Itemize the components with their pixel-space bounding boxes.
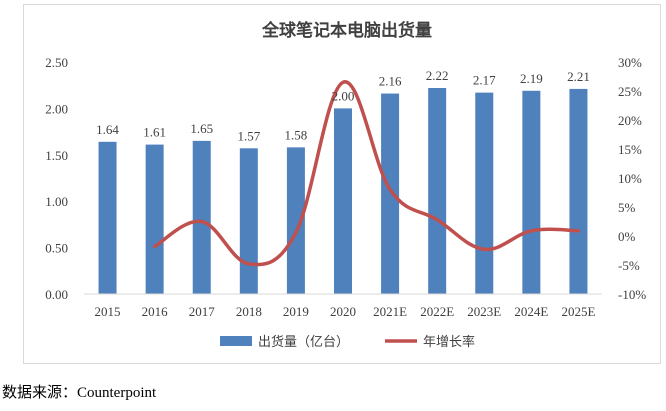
x-tick-label: 2018 — [236, 304, 262, 319]
y-right-tick-label: 10% — [618, 171, 642, 186]
bar-data-label: 2.00 — [332, 88, 355, 103]
y-right-tick-label: 0% — [618, 229, 636, 244]
y-right-tick-label: 25% — [618, 84, 642, 99]
legend-bar-swatch — [220, 336, 252, 346]
chart-frame: 全球笔记本电脑出货量 0.00 0.50 1.00 1.50 2.00 2.50 -10% -5… — [23, 4, 661, 364]
x-tick-label: 2016 — [142, 304, 169, 319]
y-right-tick-label: 5% — [618, 200, 636, 215]
bar-data-label: 2.19 — [520, 71, 543, 86]
chart-title: 全球笔记本电脑出货量 — [261, 20, 432, 40]
x-tick-label: 2021E — [373, 304, 407, 319]
y-left-tick-label: 1.00 — [45, 194, 68, 209]
chart: 全球笔记本电脑出货量 0.00 0.50 1.00 1.50 2.00 2.50 -10% -5… — [45, 20, 646, 349]
x-tick-label: 2020 — [330, 304, 356, 319]
bar — [334, 108, 352, 295]
bar-data-label: 2.17 — [473, 73, 496, 88]
bar-data-label: 2.16 — [379, 74, 402, 89]
x-tick-label: 2015 — [95, 304, 121, 319]
bar-data-label: 1.58 — [285, 127, 308, 142]
growth-rate-line — [152, 80, 581, 267]
bar-data-label: 2.22 — [426, 68, 449, 83]
x-tick-label: 2022E — [420, 304, 454, 319]
bar — [286, 147, 305, 294]
y-left-tick-label: 2.50 — [45, 55, 68, 70]
y-right-tick-label: 20% — [618, 113, 642, 128]
bar — [428, 87, 447, 294]
bar — [98, 141, 117, 294]
bar-data-label: 1.65 — [190, 121, 213, 136]
x-tick-label: 2024E — [514, 304, 548, 319]
y-left-tick-label: 2.00 — [45, 101, 68, 116]
y-left-tick-label: 0.00 — [45, 287, 68, 302]
x-tick-label: 2023E — [467, 304, 501, 319]
bar — [569, 88, 588, 294]
source-note: 数据来源：Counterpoint — [2, 385, 157, 401]
y-right-tick-label: -10% — [618, 287, 646, 302]
y-right-tick-label: -5% — [618, 258, 640, 273]
bar — [381, 93, 400, 294]
bar — [475, 92, 494, 295]
bar-data-label: 2.21 — [567, 69, 590, 84]
y-left-tick-label: 1.50 — [45, 148, 68, 163]
bar — [522, 90, 541, 294]
bar — [192, 140, 211, 294]
x-tick-label: 2019 — [283, 304, 309, 319]
bar-data-label: 1.64 — [96, 122, 119, 137]
bar — [239, 148, 258, 294]
y-right-tick-label: 15% — [618, 142, 642, 157]
x-tick-label: 2025E — [561, 304, 595, 319]
bar-data-label: 1.57 — [237, 128, 260, 143]
legend-bar-label: 出货量（亿台） — [258, 334, 349, 349]
x-tick-label: 2017 — [189, 304, 216, 319]
y-right-tick-label: 30% — [618, 55, 642, 70]
bar — [145, 144, 164, 294]
bar-data-label: 1.61 — [143, 125, 166, 140]
legend-line-label: 年增长率 — [423, 334, 475, 349]
y-left-tick-label: 0.50 — [45, 241, 68, 256]
